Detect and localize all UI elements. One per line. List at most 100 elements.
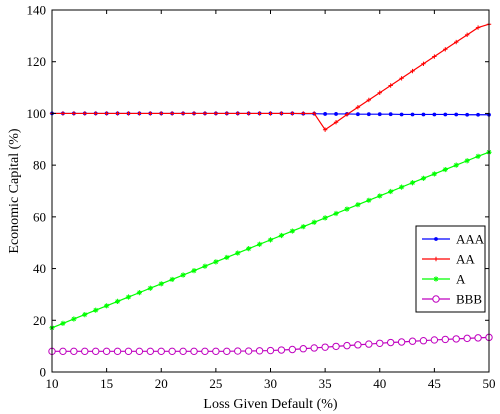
x-tick-label: 50 bbox=[483, 376, 496, 391]
data-point-bbb bbox=[463, 334, 471, 343]
series-a bbox=[49, 149, 492, 331]
data-point-bbb bbox=[234, 347, 242, 355]
data-point-a bbox=[202, 263, 208, 269]
data-point-bbb bbox=[212, 347, 220, 356]
data-point-a bbox=[322, 215, 328, 221]
x-axis-label: Loss Given Default (%) bbox=[203, 397, 337, 412]
data-point-a bbox=[147, 285, 153, 291]
data-point-aa bbox=[60, 111, 66, 116]
x-tick-label: 25 bbox=[209, 376, 222, 391]
data-point-bbb bbox=[157, 347, 165, 356]
y-axis-label: Economic Capital (%) bbox=[7, 128, 22, 254]
data-point-a bbox=[191, 268, 197, 274]
data-point-aa bbox=[159, 111, 164, 116]
data-point-bbb bbox=[408, 337, 417, 345]
data-point-aaa bbox=[388, 112, 393, 117]
y-tick-label: 120 bbox=[27, 54, 47, 69]
y-tick-label: 40 bbox=[33, 261, 46, 276]
data-point-bbb bbox=[288, 345, 297, 354]
data-point-bbb bbox=[474, 334, 482, 342]
data-point-aa bbox=[213, 111, 219, 116]
data-point-aaa bbox=[334, 112, 338, 116]
data-point-aa bbox=[115, 111, 120, 116]
y-tick-label: 60 bbox=[33, 209, 46, 224]
data-point-bbb bbox=[354, 341, 362, 349]
y-tick-label: 140 bbox=[27, 3, 47, 18]
data-point-a bbox=[60, 320, 66, 326]
data-point-aa bbox=[224, 111, 229, 116]
data-point-bbb bbox=[70, 347, 78, 356]
y-axis: 0 20 40 60 80 100 120 140 bbox=[27, 3, 489, 380]
data-point-bbb bbox=[244, 347, 253, 355]
data-point-a bbox=[300, 224, 306, 230]
data-point-a bbox=[71, 316, 77, 322]
legend-marker-bbb bbox=[432, 295, 440, 303]
data-point-a bbox=[158, 281, 164, 287]
x-tick-label: 35 bbox=[319, 376, 332, 391]
data-point-aa bbox=[104, 111, 109, 116]
legend: AAA AA A BBB bbox=[415, 225, 486, 313]
legend-entry-bbb: BBB bbox=[422, 292, 482, 307]
data-point-a bbox=[114, 298, 121, 305]
data-point-aa bbox=[421, 61, 426, 66]
data-point-a bbox=[377, 193, 383, 199]
data-point-a bbox=[431, 171, 437, 177]
data-point-a bbox=[355, 202, 361, 208]
x-tick-label: 15 bbox=[100, 376, 113, 391]
y-tick-label: 20 bbox=[33, 313, 46, 328]
data-point-aaa bbox=[443, 112, 448, 117]
data-point-aa bbox=[443, 47, 448, 52]
x-tick-label: 10 bbox=[46, 376, 59, 391]
data-point-bbb bbox=[452, 335, 460, 343]
data-point-aa bbox=[475, 25, 481, 30]
data-point-a bbox=[420, 175, 427, 181]
data-point-aa bbox=[399, 76, 404, 81]
data-point-aaa bbox=[465, 112, 470, 117]
data-point-bbb bbox=[102, 347, 111, 356]
data-point-aa bbox=[126, 111, 131, 116]
data-point-a bbox=[366, 197, 372, 203]
data-point-a bbox=[333, 210, 339, 217]
data-point-a bbox=[246, 246, 252, 252]
legend-label-a: A bbox=[456, 272, 466, 287]
data-point-a bbox=[235, 250, 241, 256]
data-point-aa bbox=[333, 120, 339, 125]
data-point-bbb bbox=[419, 337, 428, 345]
data-point-aaa bbox=[366, 112, 371, 117]
x-tick-label: 30 bbox=[264, 376, 277, 391]
data-point-bbb bbox=[397, 338, 406, 346]
data-point-aaa bbox=[377, 112, 382, 117]
data-point-aa bbox=[257, 111, 262, 116]
data-point-bbb bbox=[168, 347, 176, 356]
legend-marker-aa bbox=[433, 256, 439, 262]
data-point-aa bbox=[322, 127, 328, 132]
data-point-aa bbox=[388, 83, 393, 88]
data-point-aa bbox=[344, 112, 350, 117]
legend-entry-a: A bbox=[422, 272, 466, 287]
data-point-bbb bbox=[386, 338, 395, 347]
data-point-bbb bbox=[179, 347, 187, 356]
data-point-aaa bbox=[410, 112, 415, 117]
x-tick-label: 45 bbox=[428, 376, 441, 391]
data-point-aa bbox=[235, 111, 240, 116]
data-point-bbb bbox=[277, 346, 286, 354]
y-tick-label: 80 bbox=[33, 158, 46, 173]
data-point-bbb bbox=[321, 343, 329, 351]
data-point-a bbox=[442, 166, 448, 173]
legend-marker-aaa bbox=[434, 237, 438, 241]
data-point-bbb bbox=[266, 346, 275, 355]
legend-marker-a bbox=[433, 276, 439, 282]
data-point-a bbox=[104, 303, 110, 309]
y-tick-label: 100 bbox=[27, 106, 47, 121]
legend-label-bbb: BBB bbox=[456, 292, 482, 307]
data-point-bbb bbox=[81, 347, 89, 356]
data-point-aaa bbox=[323, 112, 328, 116]
data-point-aa bbox=[312, 111, 317, 116]
data-point-bbb bbox=[92, 347, 100, 356]
x-axis: 10 15 20 25 30 35 40 45 50 bbox=[46, 10, 496, 391]
data-point-bbb bbox=[343, 341, 351, 350]
data-point-bbb bbox=[299, 345, 307, 353]
data-point-a bbox=[475, 153, 481, 159]
data-point-bbb bbox=[146, 347, 155, 356]
